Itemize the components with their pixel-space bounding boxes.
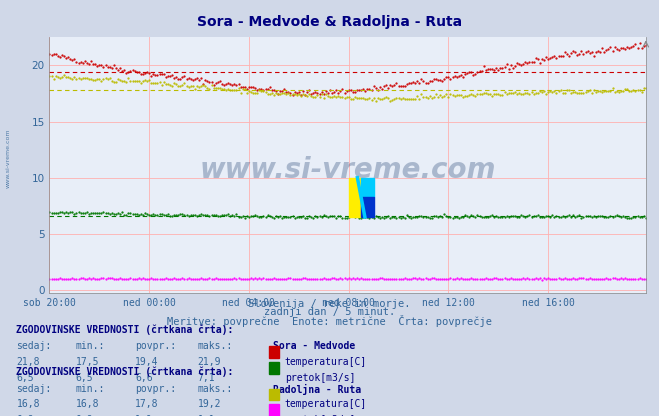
Bar bbox=[361, 178, 374, 197]
Text: Meritve: povprečne  Enote: metrične  Črta: povprečje: Meritve: povprečne Enote: metrične Črta:… bbox=[167, 315, 492, 327]
Text: 19,4: 19,4 bbox=[135, 357, 159, 367]
Text: 17,5: 17,5 bbox=[76, 357, 100, 367]
Text: ZGODOVINSKE VREDNOSTI (črtkana črta):: ZGODOVINSKE VREDNOSTI (črtkana črta): bbox=[16, 324, 234, 335]
Text: 6,6: 6,6 bbox=[135, 373, 153, 383]
Text: pretok[m3/s]: pretok[m3/s] bbox=[285, 373, 355, 383]
Text: Slovenija / reke in morje.: Slovenija / reke in morje. bbox=[248, 299, 411, 309]
Text: 6,5: 6,5 bbox=[76, 373, 94, 383]
Text: 21,9: 21,9 bbox=[198, 357, 221, 367]
Text: sedaj:: sedaj: bbox=[16, 384, 51, 394]
Text: 6,5: 6,5 bbox=[16, 373, 34, 383]
Text: ZGODOVINSKE VREDNOSTI (črtkana črta):: ZGODOVINSKE VREDNOSTI (črtkana črta): bbox=[16, 367, 234, 377]
Text: temperatura[C]: temperatura[C] bbox=[285, 399, 367, 409]
Text: min.:: min.: bbox=[76, 341, 105, 351]
Text: 1,0: 1,0 bbox=[135, 415, 153, 416]
Text: 19,2: 19,2 bbox=[198, 399, 221, 409]
Text: www.si-vreme.com: www.si-vreme.com bbox=[5, 128, 11, 188]
Text: pretok[m3/s]: pretok[m3/s] bbox=[285, 415, 355, 416]
Text: Radoljna - Ruta: Radoljna - Ruta bbox=[273, 384, 362, 395]
Bar bbox=[349, 178, 361, 217]
Text: 16,8: 16,8 bbox=[16, 399, 40, 409]
Text: maks.:: maks.: bbox=[198, 384, 233, 394]
Text: 17,8: 17,8 bbox=[135, 399, 159, 409]
Text: 16,8: 16,8 bbox=[76, 399, 100, 409]
Text: sedaj:: sedaj: bbox=[16, 341, 51, 351]
Text: zadnji dan / 5 minut.: zadnji dan / 5 minut. bbox=[264, 307, 395, 317]
Text: min.:: min.: bbox=[76, 384, 105, 394]
Text: Sora - Medvode & Radoljna - Ruta: Sora - Medvode & Radoljna - Ruta bbox=[197, 15, 462, 29]
Text: 0,9: 0,9 bbox=[16, 415, 34, 416]
Text: maks.:: maks.: bbox=[198, 341, 233, 351]
Text: 21,8: 21,8 bbox=[16, 357, 40, 367]
Bar bbox=[361, 197, 374, 217]
Text: Sora - Medvode: Sora - Medvode bbox=[273, 341, 356, 351]
Text: 0,9: 0,9 bbox=[76, 415, 94, 416]
Text: povpr.:: povpr.: bbox=[135, 341, 176, 351]
Text: www.si-vreme.com: www.si-vreme.com bbox=[200, 156, 496, 184]
Text: 1,1: 1,1 bbox=[198, 415, 215, 416]
Text: temperatura[C]: temperatura[C] bbox=[285, 357, 367, 367]
Text: povpr.:: povpr.: bbox=[135, 384, 176, 394]
Text: 7,1: 7,1 bbox=[198, 373, 215, 383]
